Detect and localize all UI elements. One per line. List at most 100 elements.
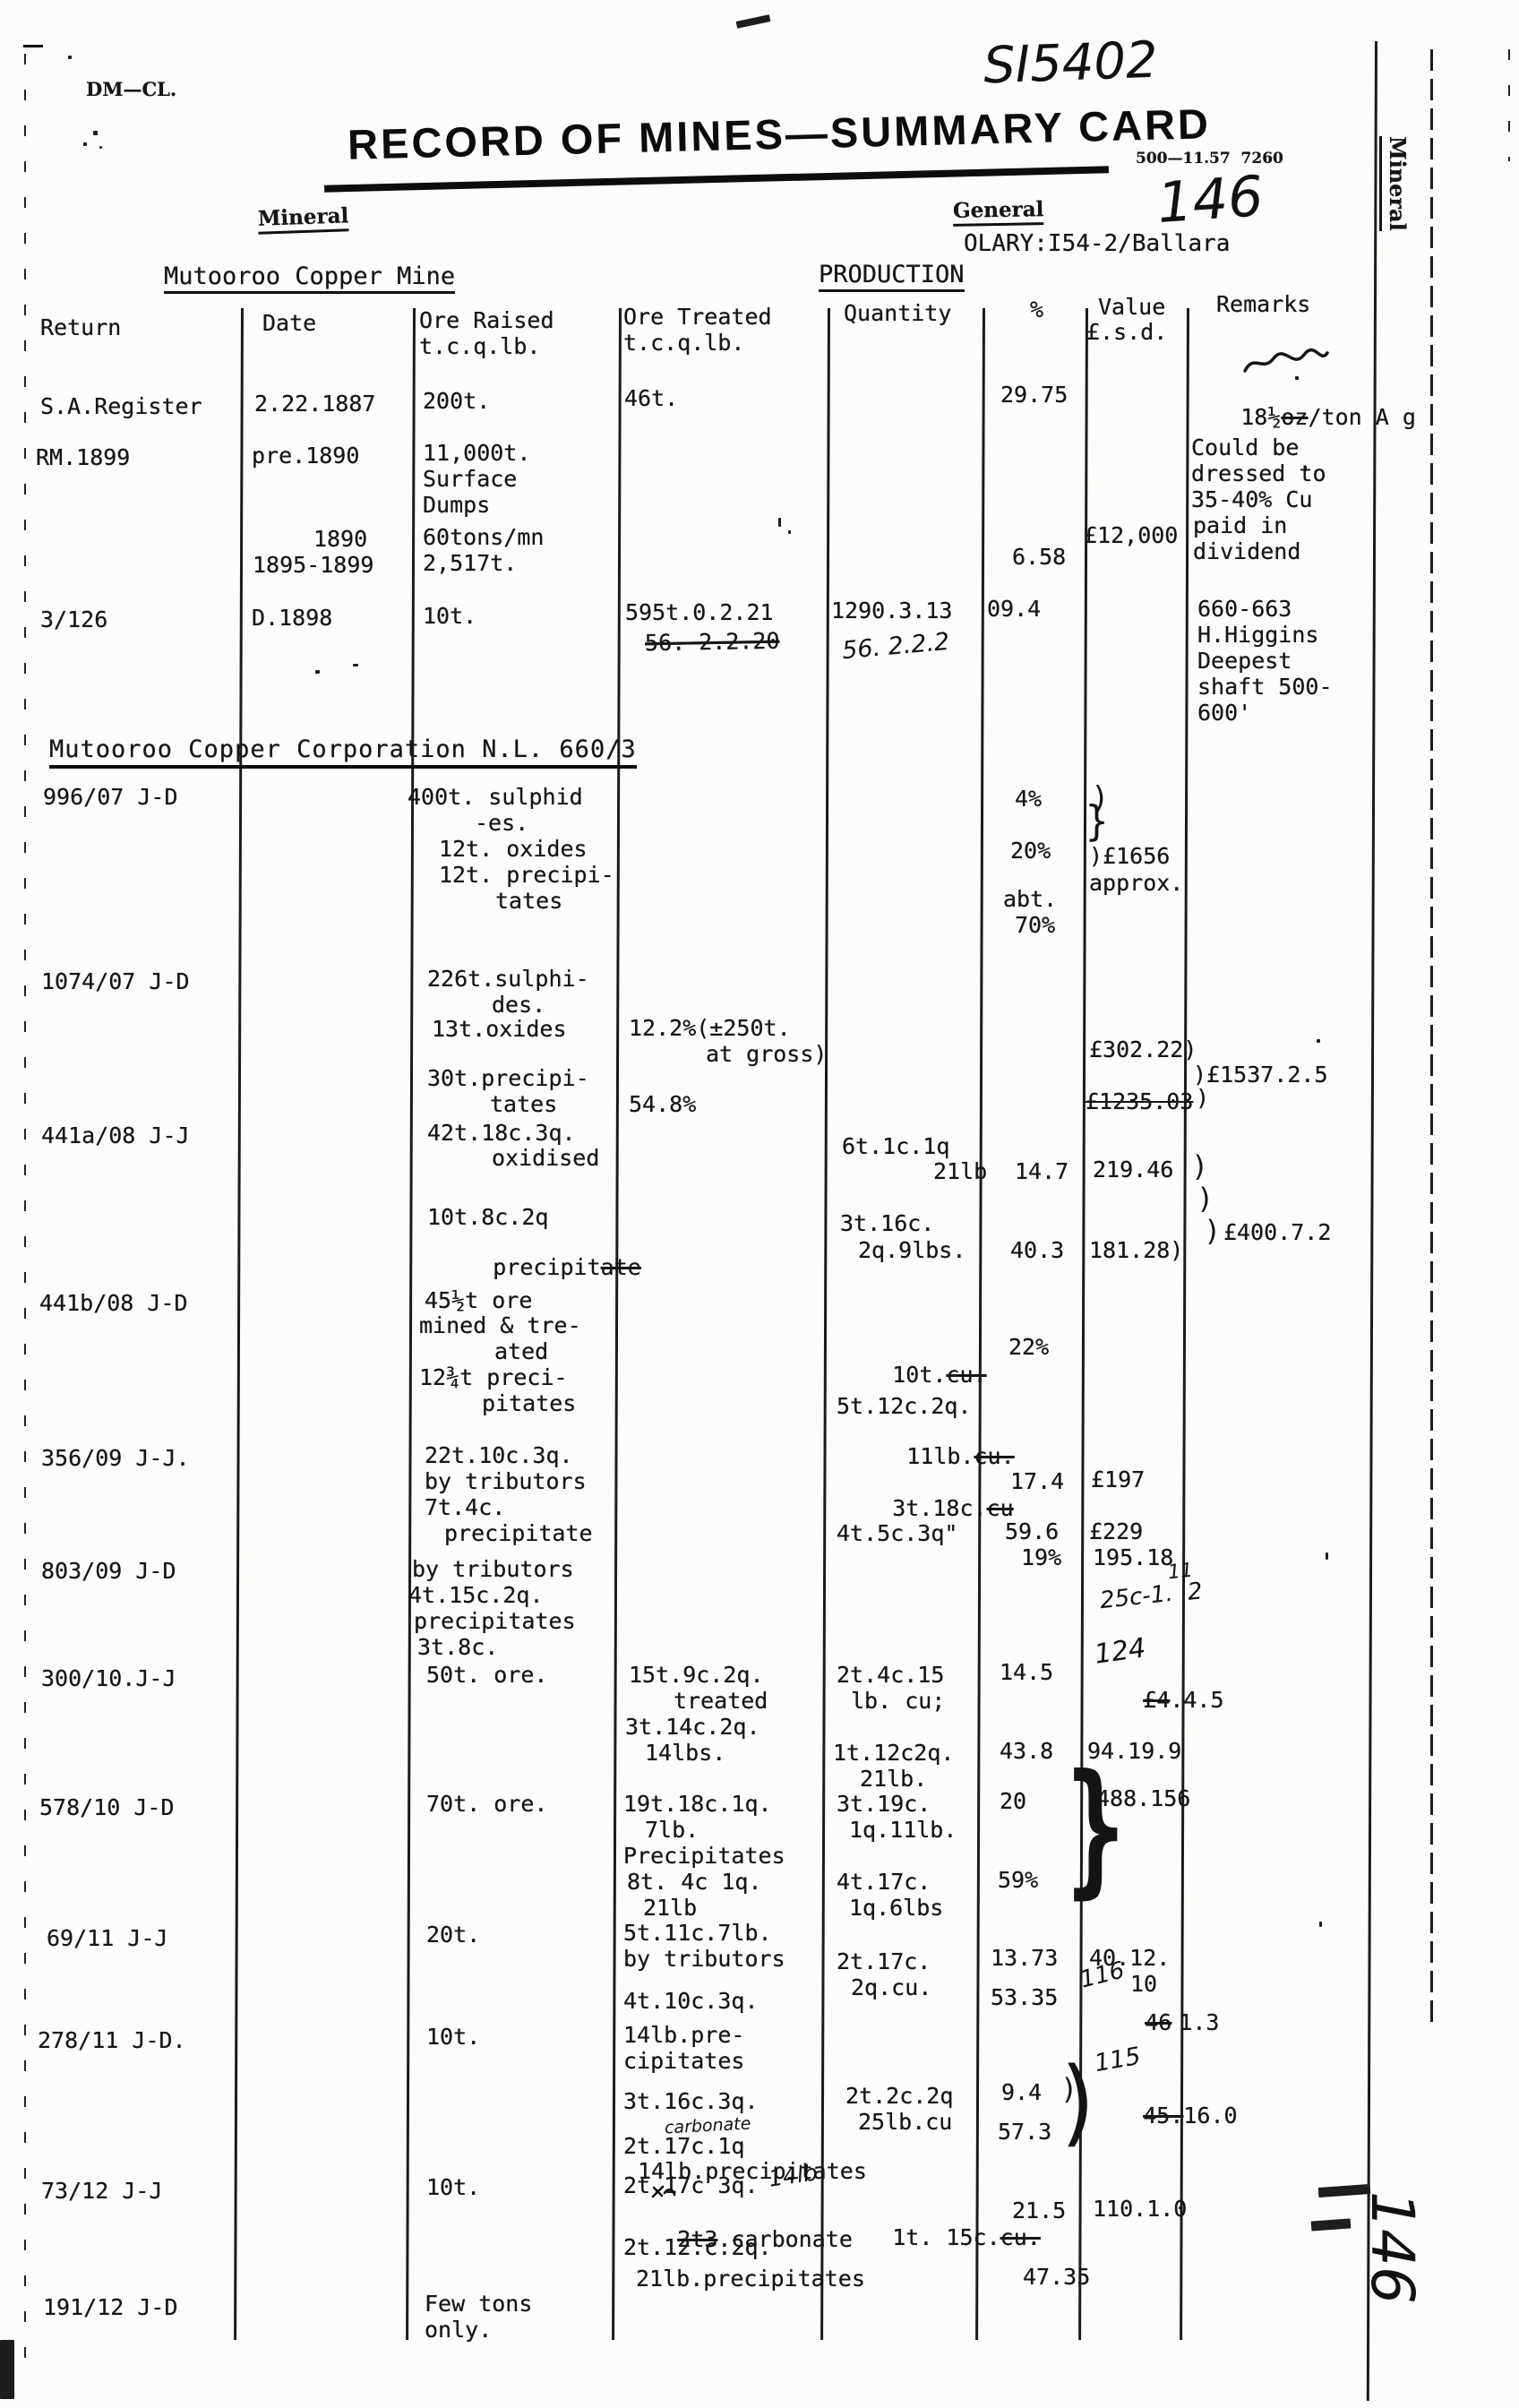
ink-speck — [1304, 466, 1307, 471]
cell-remarks: Could be — [1191, 434, 1300, 460]
cell-ore-raised: 60tons/mn — [423, 524, 545, 550]
cell-ore-treated: 7lb. — [645, 1817, 699, 1843]
cell-pct: 6.58 — [1012, 544, 1067, 570]
cell-value: 45.16.0 — [1089, 2078, 1237, 2154]
cell-ore-raised: 10t. — [423, 603, 477, 629]
cell-remarks: £400.7.2 — [1223, 1219, 1332, 1245]
handwritten-number-146: 146 — [1154, 162, 1266, 236]
page-bottom-blob — [0, 2340, 14, 2399]
handwritten-scribble — [1243, 348, 1329, 373]
cell-return: S.A.Register — [40, 393, 202, 419]
cell-ore-treated: 5t.11c.7lb. — [623, 1920, 772, 1946]
print-code: 500—11.57 7260 — [1136, 150, 1283, 168]
struck-text: cu. — [1000, 2224, 1041, 2250]
cell-value: £12,000 — [1084, 522, 1179, 548]
grouping-brace: } — [1086, 796, 1109, 846]
cell-return: 803/09 J-D — [41, 1558, 176, 1584]
column-rule-pct — [1078, 307, 1088, 2340]
cell-ore-raised: 22t.10c.3q. — [425, 1442, 573, 1468]
cell-value: 181.28) — [1089, 1237, 1184, 1263]
cell-remarks: H.Higgins — [1197, 622, 1319, 648]
cell-quantity: 3t.16c. — [840, 1210, 935, 1236]
ink-speck — [778, 518, 781, 527]
cell-quantity: 3t.19c. — [837, 1791, 931, 1817]
corner-mark — [23, 45, 43, 47]
cell-return: 441b/08 J-D — [39, 1290, 188, 1316]
left-edge-dashed-line — [24, 54, 26, 2365]
cell-quantity: 11lb.cu. — [853, 1419, 1015, 1494]
cell-quantity: 2t.2c.2q — [845, 2083, 954, 2109]
cell-value: 195.18 — [1093, 1544, 1174, 1570]
label-general: General — [953, 197, 1044, 227]
cell-pct: 29.75 — [1000, 382, 1068, 408]
handwritten-serial: SI5402 — [982, 30, 1159, 96]
right-edge-rough-line — [1430, 49, 1433, 2029]
cell-value: 94.19.9 — [1087, 1738, 1182, 1764]
cell-ore-treated: 15t.9c.2q. — [629, 1662, 764, 1688]
cell-ore-treated: 21lb.precipitates — [636, 2266, 865, 2292]
cell-text: 1.3 — [1179, 2009, 1220, 2035]
cell-return: 278/11 J-D. — [38, 2027, 186, 2053]
cell-value: 110.1.0 — [1093, 2196, 1188, 2222]
col-header-ore-treated: Ore Treated — [623, 304, 772, 330]
col-header-value-units: £.s.d. — [1086, 319, 1168, 345]
cell-ore-treated: 54.8% — [629, 1091, 697, 1117]
column-rule-ore-treated — [820, 307, 830, 2340]
cell-remarks: )£1537.2.5 — [1193, 1062, 1328, 1088]
cell-return: 73/12 J-J — [41, 2178, 163, 2204]
cell-return: 69/11 J-J — [47, 1925, 168, 1951]
cell-date: D.1898 — [252, 605, 333, 631]
production-heading: PRODUCTION — [819, 261, 965, 293]
cell-return: 578/10 J-D — [39, 1794, 175, 1820]
cell-ore-raised: 12¾t preci- — [419, 1364, 568, 1390]
page-title: RECORD OF MINES—SUMMARY CARD — [347, 99, 1212, 168]
cell-text: 3t.18c. — [892, 1495, 987, 1521]
col-header-ore-raised-units: t.c.q.lb. — [419, 333, 541, 359]
cell-ore-raised: precipitates — [414, 1608, 576, 1634]
cell-text: .4.5 — [1170, 1687, 1224, 1713]
cell-ore-treated: Precipitates — [623, 1843, 785, 1869]
grouping-paren: ) — [1204, 1214, 1222, 1248]
cell-ore-raised: 3t.8c. — [417, 1634, 499, 1660]
cell-ore-treated: cipitates — [623, 2048, 745, 2074]
struck-text: cu. — [974, 1443, 1015, 1469]
cell-ore-raised: by tributors — [412, 1556, 574, 1582]
cell-quantity: 1t. 15c.cu. — [838, 2200, 1041, 2275]
cell-remarks: 18½oz/ton A g — [1187, 380, 1416, 455]
cell-ore-raised: 4t.15c.2q. — [408, 1582, 544, 1608]
cell-ore-raised: 10t. — [426, 2024, 481, 2050]
ink-speck — [1317, 1039, 1320, 1043]
cell-quantity: 10t.cu. — [838, 1337, 987, 1413]
cell-pct: 14.7 — [1015, 1158, 1069, 1184]
cell-ore-treated: 14lbs. — [645, 1740, 726, 1766]
cell-pct: abt. — [1003, 886, 1058, 912]
cell-quantity: lb. cu; — [851, 1688, 946, 1714]
margin-handwritten-146: 146 — [1358, 2191, 1427, 2304]
handwritten-note: 14lb — [767, 2159, 820, 2192]
cell-pct: 40.3 — [1010, 1237, 1065, 1263]
cell-pct: 14.5 — [1000, 1659, 1054, 1685]
cell-ore-raised: 20t. — [426, 1922, 481, 1948]
cell-quantity: 3t.18c.cu — [838, 1471, 1013, 1546]
ink-speck — [735, 14, 771, 29]
section-heading-corporation: Mutooroo Copper Corporation N.L. 660/3 — [49, 735, 637, 770]
cell-ore-raised: tates — [490, 1091, 558, 1117]
cell-value: £197 — [1091, 1466, 1146, 1492]
cell-ore-raised: 50t. ore. — [426, 1662, 548, 1688]
cell-return: 300/10.J-J — [41, 1665, 176, 1691]
cell-text: precipit — [493, 1254, 601, 1280]
margin-mineral-label: Mineral — [1379, 136, 1411, 231]
col-header-pct: % — [1030, 297, 1044, 322]
cell-pct: 43.8 — [1000, 1738, 1054, 1764]
column-rule-ore-raised — [612, 307, 622, 2340]
cell-ore-treated: 14lb.precipitates — [638, 2158, 867, 2184]
struck-text: cu. — [946, 1362, 987, 1388]
col-header-value: Value — [1098, 294, 1166, 320]
far-right-edge-dashes — [1508, 49, 1510, 161]
cell-return: 356/09 J-J. — [41, 1445, 190, 1471]
ink-speck — [1319, 1922, 1322, 1927]
cell-ore-raised: pitates — [482, 1390, 577, 1416]
cell-quantity: 2q.9lbs. — [858, 1237, 966, 1263]
grouping-brace: ) — [1053, 2046, 1105, 2157]
location-line: OLARY:I54-2/Ballara — [964, 230, 1231, 257]
